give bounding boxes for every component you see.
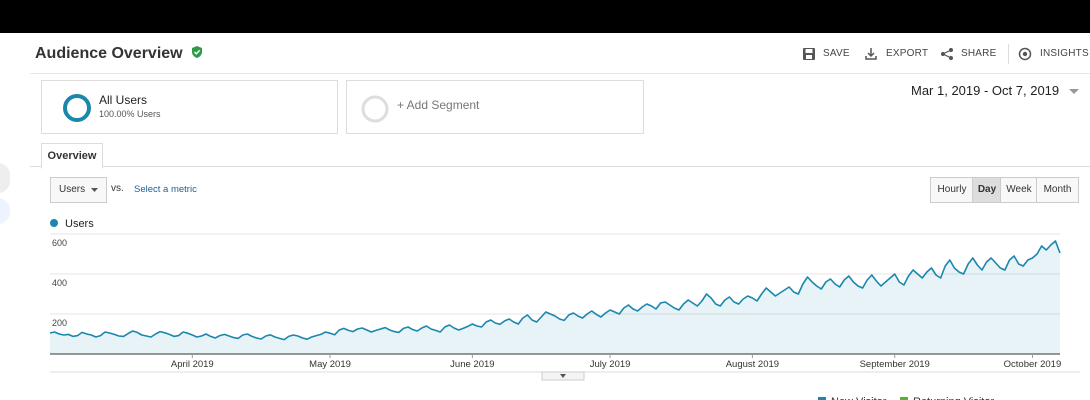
granularity-button[interactable]: Day (972, 177, 1002, 203)
x-tick-label: October 2019 (1004, 359, 1062, 370)
side-shadow (0, 198, 10, 224)
segment-ring-empty (361, 95, 389, 123)
segment-ring (63, 94, 91, 122)
side-shadow (0, 163, 10, 193)
save-button[interactable]: SAVE (823, 48, 850, 59)
header (30, 33, 1090, 74)
top-bar (0, 0, 1090, 33)
x-tick-label: May 2019 (309, 359, 351, 370)
x-tick-label: August 2019 (726, 359, 779, 370)
x-tick-label: April 2019 (171, 359, 214, 370)
granularity-button[interactable]: Week (1000, 177, 1038, 203)
add-segment-card[interactable]: + Add Segment (346, 80, 644, 134)
share-icon[interactable] (940, 47, 954, 61)
x-tick-label: September 2019 (860, 359, 930, 370)
title-text: Audience Overview (35, 45, 183, 62)
date-range[interactable]: Mar 1, 2019 - Oct 7, 2019 (911, 83, 1060, 98)
line (49, 240, 1061, 341)
legend-label: Users (65, 218, 94, 230)
metric: Users (59, 184, 86, 195)
caret (91, 188, 98, 192)
y-tick-label: 600 (52, 238, 67, 248)
export-button[interactable]: EXPORT (886, 48, 929, 59)
page-title: Audience Overview (35, 45, 204, 63)
legend-swatch (818, 397, 826, 400)
y-tick-label: 200 (52, 318, 67, 328)
legend-label: Returning Visitor (913, 396, 994, 400)
share-button[interactable]: SHARE (961, 48, 997, 59)
add-segment[interactable]: + Add Segment (397, 98, 480, 112)
chart: Users 200 400 600 April 2019 May 2019 June 201… (49, 218, 1080, 400)
segment-name: All Users (99, 93, 148, 107)
divider (1008, 44, 1009, 64)
legend-dot (50, 219, 58, 227)
segment-detail: 100.00% Users (99, 109, 161, 119)
granularity-button[interactable]: Month (1036, 177, 1079, 203)
tab[interactable]: Overview (41, 143, 103, 169)
area (50, 241, 1060, 354)
metric-dropdown[interactable]: Users (50, 177, 107, 203)
x-tick-label: July 2019 (590, 359, 631, 370)
legend-swatch (900, 397, 908, 400)
select-metric[interactable]: Select a metric (134, 184, 197, 195)
granularity-button[interactable]: Hourly (930, 177, 974, 203)
export-icon[interactable] (864, 47, 878, 61)
insights-icon[interactable] (1018, 47, 1032, 61)
date-caret[interactable] (1068, 88, 1080, 96)
save-icon[interactable] (802, 47, 816, 61)
y-tick-label: 400 (52, 278, 67, 288)
legend-label: New Visitor (831, 396, 887, 400)
tab-bar (30, 166, 1090, 167)
verified-icon (192, 46, 203, 58)
vs-label: vs. (111, 183, 124, 194)
segment-card[interactable]: All Users 100.00% Users (41, 80, 338, 134)
x-tick-label: June 2019 (450, 359, 494, 370)
insights-button[interactable]: INSIGHTS (1040, 48, 1089, 59)
expand-caret (560, 374, 566, 378)
